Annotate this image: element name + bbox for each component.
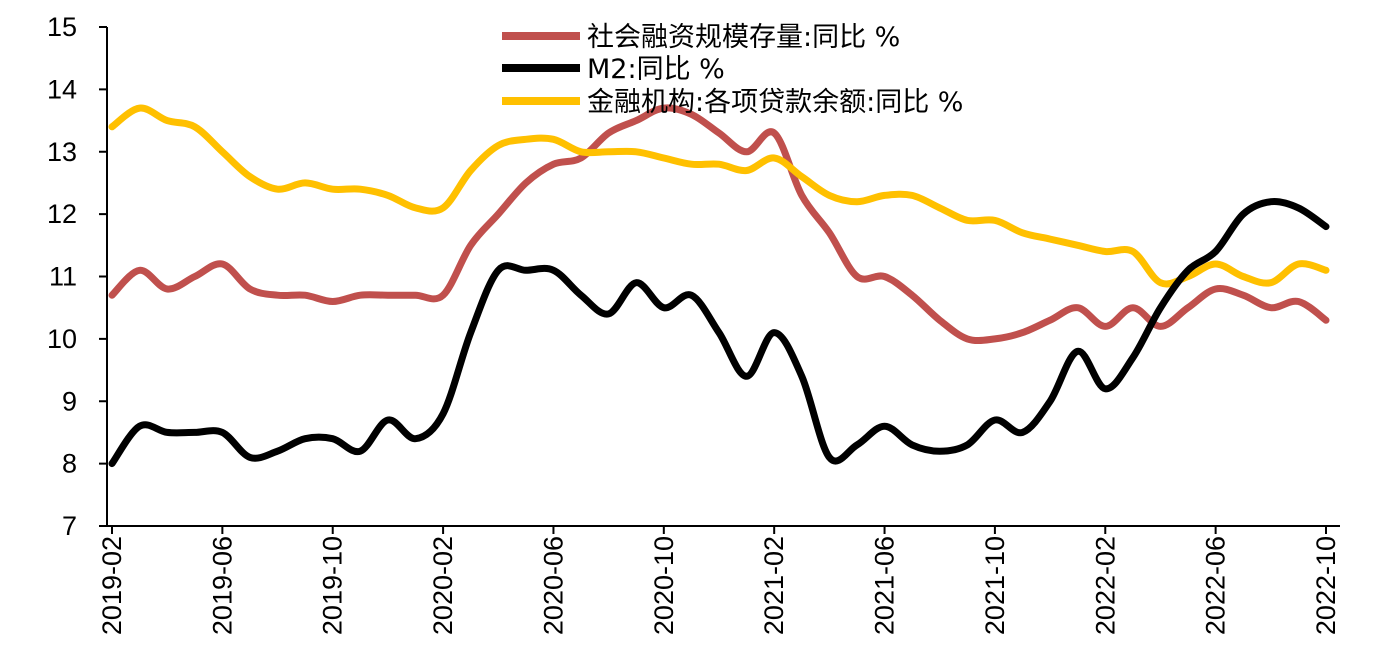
y-tick-label: 7 [62, 511, 77, 541]
y-tick-label: 9 [62, 386, 77, 416]
x-tick-label: 2019-06 [207, 536, 237, 635]
legend-label-loans: 金融机构:各项贷款余额:同比 % [587, 87, 963, 118]
y-tick-label: 13 [47, 137, 77, 167]
y-tick-label: 15 [47, 12, 77, 42]
legend-label-social-financing: 社会融资规模存量:同比 % [587, 22, 900, 53]
series-line-loans [108, 104, 1330, 288]
x-tick-label: 2021-02 [759, 536, 789, 635]
x-tick-label: 2022-06 [1201, 536, 1231, 635]
x-tick-label: 2021-10 [980, 536, 1010, 635]
legend-label-m2: M2:同比 % [587, 54, 725, 85]
series-layer [108, 104, 1330, 468]
series-line-social-financing [108, 104, 1330, 345]
x-tick-label: 2022-10 [1311, 536, 1341, 635]
y-axis-ticks: 7 8 9 10 11 12 13 14 15 [47, 12, 107, 541]
x-tick-label: 2020-10 [649, 536, 679, 635]
y-tick-label: 14 [47, 74, 77, 104]
x-tick-label: 2019-02 [97, 536, 127, 635]
x-tick-label: 2022-02 [1090, 536, 1120, 635]
x-tick-label: 2021-06 [870, 536, 900, 635]
x-tick-label: 2019-10 [318, 536, 348, 635]
legend: 社会融资规模存量:同比 %M2:同比 %金融机构:各项贷款余额:同比 % [502, 22, 963, 118]
y-tick-label: 11 [49, 262, 77, 292]
x-tick-label: 2020-06 [538, 536, 568, 635]
x-tick-label: 2020-02 [428, 536, 458, 635]
series-line-m2 [108, 197, 1330, 468]
y-tick-label: 8 [62, 449, 77, 479]
y-tick-label: 12 [47, 199, 77, 229]
y-tick-label: 10 [47, 324, 77, 354]
x-axis-ticks: 2019-02 2019-06 2019-10 2020-02 2020-06 2020-… [97, 526, 1341, 635]
